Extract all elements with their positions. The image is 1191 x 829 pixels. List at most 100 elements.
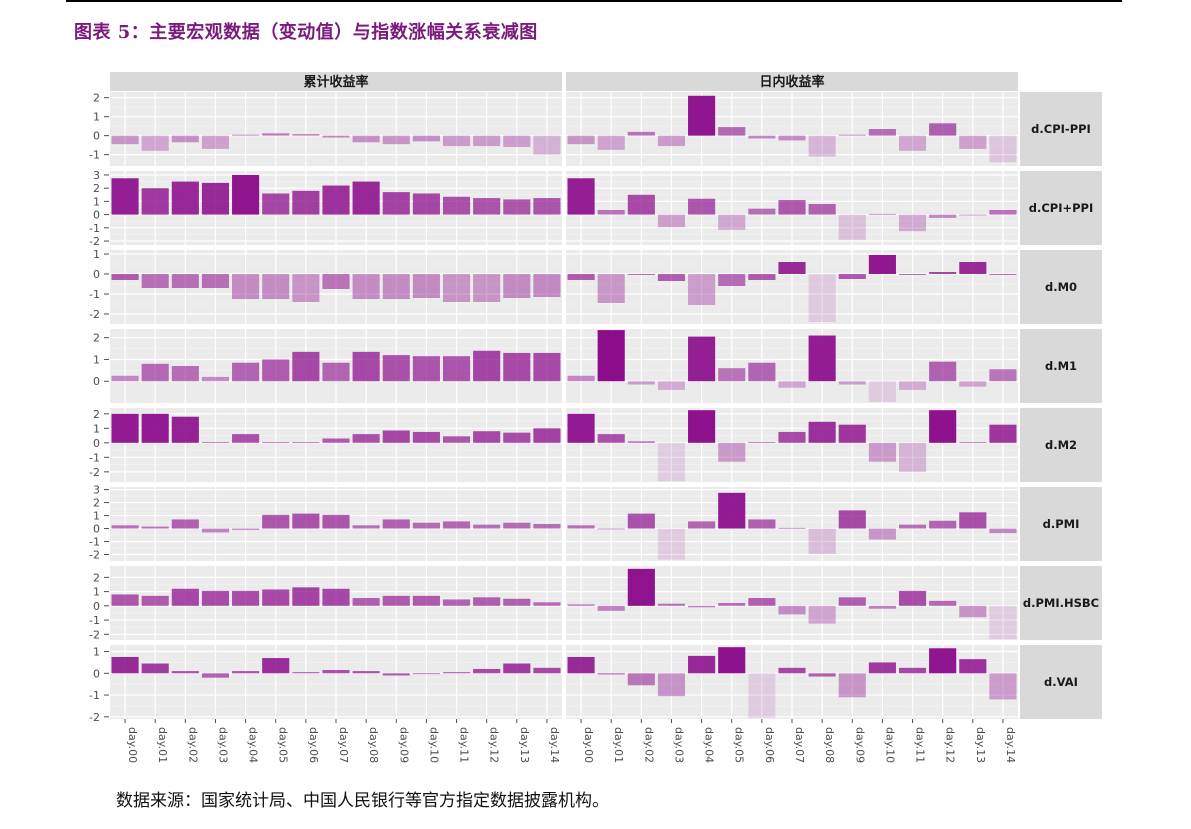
bar: [808, 335, 836, 382]
x-tick-label: day.10: [883, 727, 896, 763]
bar: [412, 673, 440, 675]
bar: [232, 590, 260, 606]
bar: [442, 356, 471, 382]
bar: [322, 362, 350, 382]
bar: [382, 673, 410, 676]
bar: [718, 127, 746, 136]
bar: [688, 198, 716, 215]
bar: [929, 600, 957, 606]
bar: [533, 428, 561, 443]
x-tick-label: day.07: [337, 727, 350, 763]
bar: [657, 381, 686, 390]
bar: [503, 663, 531, 674]
bar: [232, 134, 260, 136]
y-tick-label: 0: [93, 437, 100, 450]
y-tick-label: -1: [89, 614, 100, 627]
bar: [597, 528, 625, 530]
x-tick-label: day.06: [307, 727, 320, 763]
bar: [898, 442, 927, 472]
bar: [442, 196, 471, 215]
row-strip-label: d.PMI.HSBC: [1023, 596, 1099, 610]
x-tick-label: day.03: [216, 727, 229, 763]
y-tick-label: -1: [89, 536, 100, 549]
bar: [567, 375, 595, 382]
y-tick-label: 0: [93, 523, 100, 536]
y-tick-label: -1: [89, 149, 100, 162]
bar: [322, 135, 350, 138]
row-strip: [1020, 92, 1102, 166]
bar: [232, 362, 260, 382]
bar: [597, 605, 625, 611]
bar: [232, 174, 260, 215]
y-tick-label: 1: [93, 353, 100, 366]
bar: [171, 671, 199, 674]
bar: [111, 135, 139, 145]
bar: [808, 204, 836, 215]
bar: [503, 432, 531, 443]
bar: [442, 135, 471, 147]
bar: [959, 262, 987, 274]
bar: [989, 528, 1017, 534]
x-tick-label: day.01: [612, 727, 625, 763]
column-strip-0: [110, 72, 562, 91]
bar: [597, 673, 625, 675]
y-tick-label: 3: [93, 169, 100, 182]
bar: [533, 524, 561, 529]
y-tick-label: -2: [89, 308, 100, 321]
bar: [748, 274, 776, 280]
bar: [171, 416, 199, 443]
bar: [959, 381, 987, 387]
bar: [627, 513, 655, 529]
row-strip-label: d.VAI: [1044, 675, 1078, 689]
bar: [201, 376, 230, 382]
bar: [567, 525, 595, 529]
bar: [141, 663, 169, 674]
bar: [141, 274, 169, 288]
x-tick-label: day.14: [548, 727, 561, 763]
column-strip-label: 累计收益率: [303, 74, 368, 90]
bar: [989, 369, 1017, 382]
bar: [533, 352, 561, 382]
bar: [959, 135, 987, 149]
bar: [597, 434, 625, 443]
y-tick-label: 0: [93, 600, 100, 613]
bar: [808, 673, 836, 677]
bar: [838, 274, 866, 279]
bar: [989, 673, 1017, 700]
bar: [718, 368, 746, 382]
x-tick-label: day.13: [974, 727, 987, 763]
bar: [292, 513, 320, 529]
bar: [748, 208, 776, 215]
bar: [989, 274, 1017, 275]
bar: [838, 510, 866, 529]
y-tick-label: 2: [93, 182, 100, 195]
bar: [352, 181, 380, 215]
bar: [111, 178, 139, 215]
x-tick-label: day.09: [397, 727, 410, 763]
bar: [597, 135, 625, 150]
x-tick-label: day.08: [823, 727, 836, 763]
bar: [533, 667, 561, 674]
bar: [171, 588, 199, 606]
bar: [688, 336, 716, 382]
y-tick-label: 1: [93, 586, 100, 599]
x-tick-label: day.06: [763, 727, 776, 763]
x-tick-label: day.03: [672, 727, 685, 763]
bar: [868, 442, 896, 462]
x-tick-label: day.09: [853, 727, 866, 763]
bar: [778, 200, 806, 215]
bar: [718, 603, 746, 606]
bar: [352, 351, 380, 382]
bar: [111, 413, 139, 443]
bar: [232, 434, 260, 443]
x-tick-label: day.00: [126, 727, 139, 763]
figure-title: 图表 5：主要宏观数据（变动值）与指数涨幅关系衰减图: [74, 22, 538, 43]
y-tick-label: -2: [89, 628, 100, 641]
bar: [838, 381, 866, 385]
y-tick-label: 0: [93, 667, 100, 680]
bar: [171, 274, 199, 288]
bar: [597, 209, 625, 215]
y-tick-label: 2: [93, 497, 100, 510]
bar: [989, 209, 1017, 215]
bar: [929, 648, 957, 674]
